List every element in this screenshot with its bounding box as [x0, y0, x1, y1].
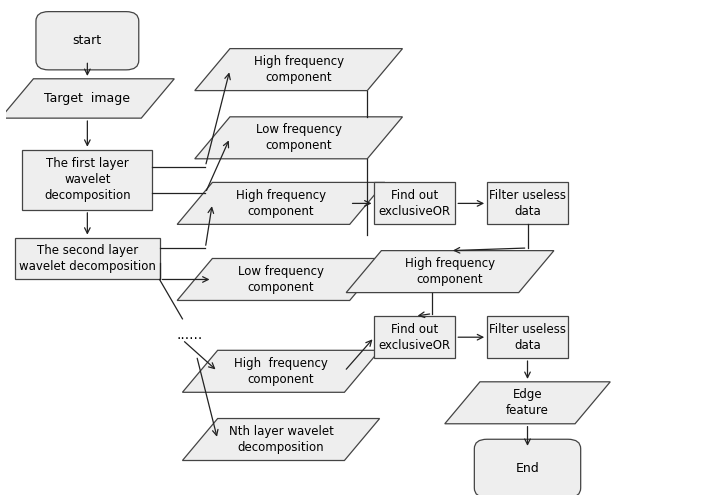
- FancyBboxPatch shape: [487, 183, 568, 224]
- Text: Filter useless
data: Filter useless data: [489, 323, 566, 352]
- Polygon shape: [445, 382, 610, 424]
- Text: Low frequency
component: Low frequency component: [256, 124, 342, 152]
- FancyBboxPatch shape: [22, 150, 152, 210]
- FancyBboxPatch shape: [375, 316, 455, 358]
- Text: Filter useless
data: Filter useless data: [489, 189, 566, 218]
- Polygon shape: [346, 250, 554, 293]
- Text: Find out
exclusiveOR: Find out exclusiveOR: [379, 323, 451, 352]
- Polygon shape: [177, 258, 385, 301]
- Polygon shape: [195, 49, 402, 91]
- Text: Edge
feature: Edge feature: [506, 388, 549, 417]
- FancyBboxPatch shape: [474, 439, 581, 496]
- Text: High frequency
component: High frequency component: [405, 257, 495, 286]
- Polygon shape: [195, 117, 402, 159]
- Text: The second layer
wavelet decomposition: The second layer wavelet decomposition: [19, 244, 156, 273]
- Text: Target  image: Target image: [44, 92, 130, 105]
- Polygon shape: [177, 183, 385, 224]
- Polygon shape: [182, 350, 379, 392]
- FancyBboxPatch shape: [15, 238, 159, 279]
- Text: Nth layer wavelet
decomposition: Nth layer wavelet decomposition: [229, 425, 333, 454]
- Polygon shape: [182, 419, 379, 460]
- Text: start: start: [73, 34, 102, 47]
- Text: Find out
exclusiveOR: Find out exclusiveOR: [379, 189, 451, 218]
- Text: The first layer
wavelet
decomposition: The first layer wavelet decomposition: [44, 157, 131, 202]
- Text: High  frequency
component: High frequency component: [234, 357, 328, 386]
- FancyBboxPatch shape: [487, 316, 568, 358]
- Text: High frequency
component: High frequency component: [236, 189, 326, 218]
- FancyBboxPatch shape: [36, 11, 139, 70]
- FancyBboxPatch shape: [375, 183, 455, 224]
- Text: Low frequency
component: Low frequency component: [238, 265, 324, 294]
- Text: End: End: [515, 462, 540, 475]
- Text: High frequency
component: High frequency component: [253, 55, 344, 84]
- Text: ......: ......: [177, 327, 203, 342]
- Polygon shape: [1, 79, 174, 118]
